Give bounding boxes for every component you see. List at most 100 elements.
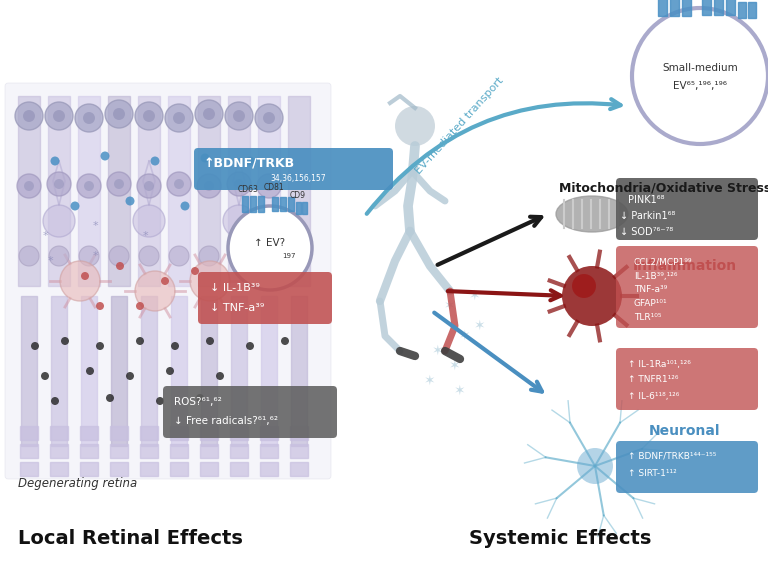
Text: ↓ SOD⁷⁶⁻⁷⁸: ↓ SOD⁷⁶⁻⁷⁸: [620, 227, 674, 237]
Circle shape: [77, 174, 101, 198]
Text: ↑ BDNF/TRKB¹⁴⁴⁻¹⁵⁵: ↑ BDNF/TRKB¹⁴⁴⁻¹⁵⁵: [628, 452, 717, 460]
Circle shape: [169, 246, 189, 266]
Bar: [230, 426, 248, 440]
Text: Local Retinal Effects: Local Retinal Effects: [18, 529, 243, 548]
Circle shape: [41, 372, 49, 380]
Text: ✶: ✶: [432, 344, 444, 358]
Circle shape: [228, 206, 312, 290]
Circle shape: [167, 172, 191, 196]
Bar: [110, 426, 128, 440]
Bar: [230, 444, 248, 458]
Circle shape: [15, 102, 43, 130]
Circle shape: [61, 337, 69, 345]
Text: CD63: CD63: [237, 185, 259, 194]
Circle shape: [136, 302, 144, 310]
Circle shape: [572, 274, 596, 298]
Bar: [258, 196, 264, 212]
Circle shape: [107, 172, 131, 196]
Circle shape: [255, 104, 283, 132]
Circle shape: [51, 397, 59, 405]
Bar: [288, 197, 294, 211]
Text: Small-medium: Small-medium: [662, 63, 738, 73]
Circle shape: [79, 246, 99, 266]
Circle shape: [86, 367, 94, 375]
Circle shape: [31, 342, 39, 350]
Text: 197: 197: [282, 253, 296, 259]
Text: ↑ IL-1Ra¹⁰¹,¹²⁶: ↑ IL-1Ra¹⁰¹,¹²⁶: [628, 359, 691, 369]
Circle shape: [223, 205, 255, 237]
Text: ✶: ✶: [449, 359, 461, 373]
Bar: [170, 462, 188, 476]
FancyBboxPatch shape: [198, 272, 332, 324]
Bar: [200, 462, 218, 476]
Ellipse shape: [556, 196, 628, 232]
Bar: [20, 444, 38, 458]
Bar: [110, 444, 128, 458]
Bar: [111, 296, 127, 446]
Text: TNF-a³⁹: TNF-a³⁹: [634, 286, 667, 294]
Circle shape: [577, 448, 613, 484]
Circle shape: [171, 342, 179, 350]
Bar: [682, 0, 691, 16]
Bar: [138, 96, 160, 286]
Circle shape: [225, 102, 253, 130]
Bar: [201, 296, 217, 446]
FancyBboxPatch shape: [194, 148, 393, 190]
Bar: [260, 444, 278, 458]
Bar: [280, 197, 286, 211]
Bar: [738, 2, 746, 18]
Bar: [291, 296, 307, 446]
Bar: [290, 444, 308, 458]
Bar: [230, 462, 248, 476]
Text: ↑ IL-6¹¹⁸,¹²⁶: ↑ IL-6¹¹⁸,¹²⁶: [628, 392, 680, 400]
Circle shape: [144, 181, 154, 191]
Bar: [290, 462, 308, 476]
Circle shape: [204, 181, 214, 191]
FancyBboxPatch shape: [616, 441, 758, 493]
Bar: [231, 296, 247, 446]
Circle shape: [191, 267, 199, 275]
Bar: [748, 2, 756, 18]
Circle shape: [133, 205, 165, 237]
Bar: [250, 196, 256, 212]
Circle shape: [109, 246, 129, 266]
Circle shape: [642, 18, 758, 134]
FancyBboxPatch shape: [616, 178, 758, 240]
Circle shape: [75, 104, 103, 132]
Text: ↑ SIRT-1¹¹²: ↑ SIRT-1¹¹²: [628, 468, 677, 478]
Text: ✶: ✶: [444, 299, 456, 313]
Bar: [726, 0, 735, 15]
Text: ↑ EV?: ↑ EV?: [254, 238, 286, 248]
Circle shape: [151, 157, 160, 165]
Text: CD81: CD81: [263, 183, 284, 192]
Bar: [171, 296, 187, 446]
Bar: [50, 444, 68, 458]
Bar: [20, 462, 38, 476]
Text: CCL2/MCP1⁹⁹: CCL2/MCP1⁹⁹: [634, 257, 693, 267]
Circle shape: [84, 181, 94, 191]
Circle shape: [53, 110, 65, 122]
Text: CD9: CD9: [290, 191, 306, 200]
Circle shape: [135, 102, 163, 130]
Circle shape: [236, 214, 304, 282]
Text: EV-mediated transport: EV-mediated transport: [414, 75, 506, 176]
Bar: [140, 426, 158, 440]
Bar: [198, 96, 220, 286]
Bar: [288, 96, 310, 286]
Circle shape: [143, 110, 155, 122]
Bar: [80, 462, 98, 476]
Circle shape: [96, 302, 104, 310]
Bar: [242, 196, 248, 212]
Text: *: *: [92, 221, 98, 231]
Circle shape: [196, 394, 204, 402]
Bar: [20, 426, 38, 440]
Text: *: *: [42, 231, 48, 241]
Circle shape: [233, 110, 245, 122]
Circle shape: [96, 342, 104, 350]
Bar: [140, 444, 158, 458]
Text: Degenerating retina: Degenerating retina: [18, 478, 137, 491]
Text: Systemic Effects: Systemic Effects: [468, 529, 651, 548]
Circle shape: [395, 106, 435, 146]
Bar: [261, 296, 277, 446]
Circle shape: [200, 153, 210, 162]
